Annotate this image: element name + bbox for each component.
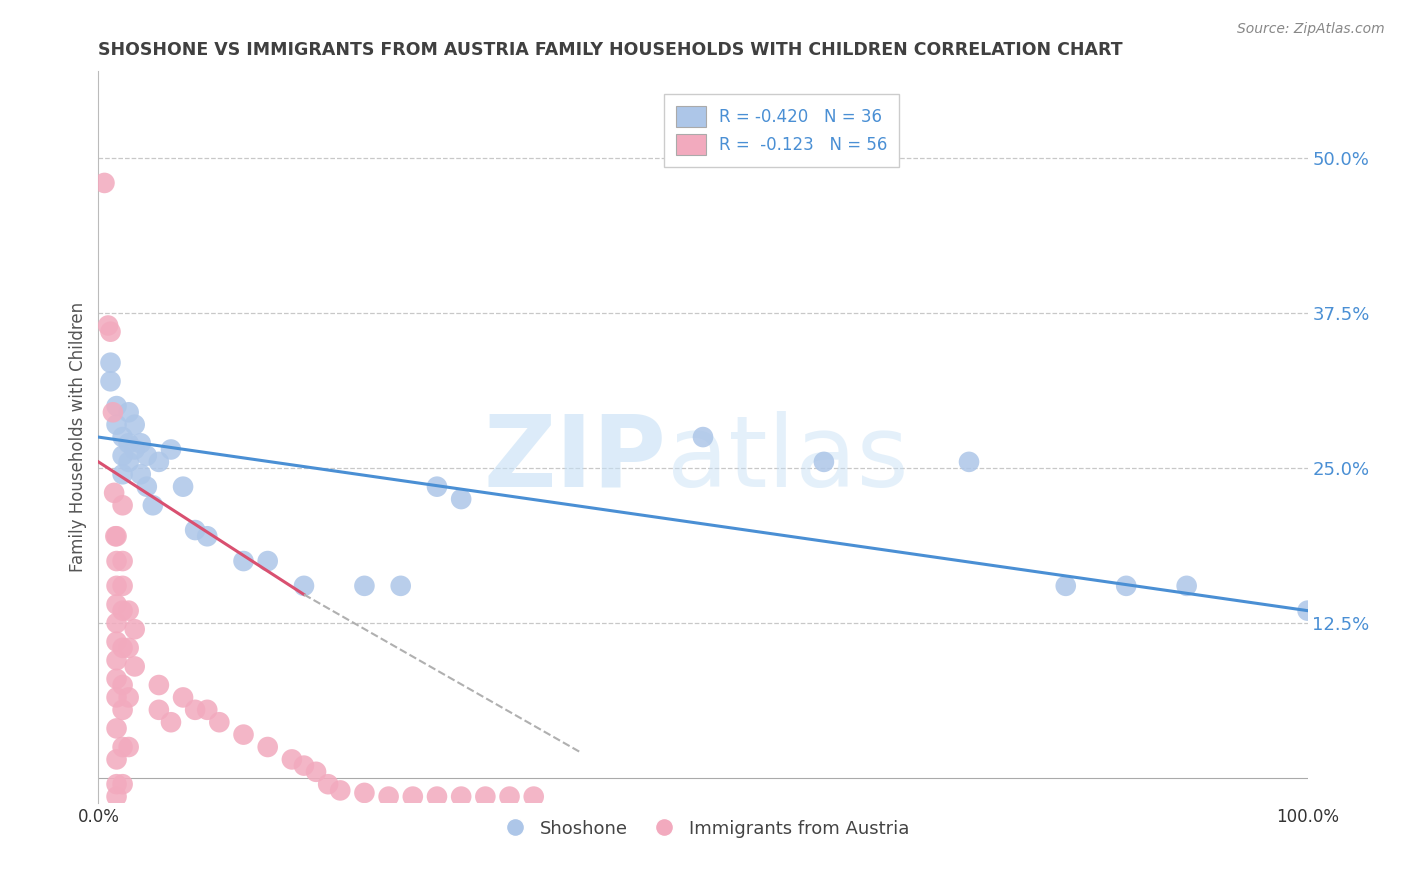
Point: [957, 455, 980, 469]
Point: [377, 789, 399, 804]
Point: [292, 758, 315, 772]
Point: [105, 554, 128, 568]
Point: [105, 752, 128, 766]
Point: [100, 374, 122, 388]
Point: [105, 634, 128, 648]
Point: [184, 523, 207, 537]
Point: [111, 430, 134, 444]
Point: [111, 640, 134, 655]
Point: [124, 417, 146, 432]
Point: [353, 786, 375, 800]
Point: [172, 690, 194, 705]
Point: [256, 739, 278, 754]
Point: [100, 356, 122, 370]
Point: [111, 739, 134, 754]
Point: [523, 789, 546, 804]
Point: [105, 722, 128, 736]
Point: [1054, 579, 1077, 593]
Point: [184, 703, 207, 717]
Point: [105, 615, 128, 630]
Point: [105, 579, 128, 593]
Point: [111, 498, 134, 512]
Point: [118, 640, 141, 655]
Point: [111, 467, 134, 482]
Point: [118, 604, 141, 618]
Point: [118, 405, 141, 419]
Point: [1115, 579, 1137, 593]
Point: [111, 678, 134, 692]
Point: [692, 430, 714, 444]
Point: [281, 752, 304, 766]
Point: [389, 579, 412, 593]
Point: [105, 598, 128, 612]
Point: [97, 318, 120, 333]
Point: [450, 491, 472, 506]
Point: [103, 486, 125, 500]
Point: [105, 653, 128, 667]
Point: [148, 678, 170, 692]
Point: [124, 622, 146, 636]
Point: [105, 399, 128, 413]
Point: [256, 554, 278, 568]
Legend: Shoshone, Immigrants from Austria: Shoshone, Immigrants from Austria: [489, 813, 917, 845]
Point: [111, 604, 134, 618]
Point: [148, 455, 170, 469]
Text: SHOSHONE VS IMMIGRANTS FROM AUSTRIA FAMILY HOUSEHOLDS WITH CHILDREN CORRELATION : SHOSHONE VS IMMIGRANTS FROM AUSTRIA FAMI…: [98, 41, 1123, 59]
Point: [111, 777, 134, 791]
Point: [316, 777, 339, 791]
Point: [135, 480, 157, 494]
Point: [329, 783, 352, 797]
Point: [813, 455, 835, 469]
Point: [450, 789, 472, 804]
Point: [129, 467, 152, 482]
Point: [105, 529, 128, 543]
Point: [426, 480, 449, 494]
Point: [474, 789, 496, 804]
Point: [232, 554, 254, 568]
Point: [142, 498, 165, 512]
Point: [1296, 604, 1319, 618]
Text: Source: ZipAtlas.com: Source: ZipAtlas.com: [1237, 22, 1385, 37]
Point: [195, 529, 218, 543]
Point: [124, 442, 146, 457]
Point: [93, 176, 115, 190]
Point: [208, 715, 231, 730]
Point: [105, 417, 128, 432]
Point: [105, 789, 128, 804]
Point: [118, 436, 141, 450]
Point: [105, 777, 128, 791]
Point: [100, 325, 122, 339]
Point: [402, 789, 425, 804]
Point: [124, 659, 146, 673]
Point: [232, 728, 254, 742]
Point: [105, 672, 128, 686]
Point: [118, 690, 141, 705]
Text: atlas: atlas: [666, 410, 908, 508]
Point: [118, 739, 141, 754]
Point: [292, 579, 315, 593]
Point: [148, 703, 170, 717]
Point: [160, 715, 183, 730]
Point: [101, 405, 124, 419]
Point: [1175, 579, 1198, 593]
Point: [129, 436, 152, 450]
Point: [305, 764, 328, 779]
Point: [104, 529, 127, 543]
Point: [353, 579, 375, 593]
Point: [172, 480, 194, 494]
Point: [111, 703, 134, 717]
Point: [426, 789, 449, 804]
Point: [160, 442, 183, 457]
Point: [111, 579, 134, 593]
Text: ZIP: ZIP: [484, 410, 666, 508]
Point: [135, 449, 157, 463]
Point: [111, 554, 134, 568]
Point: [195, 703, 218, 717]
Point: [105, 690, 128, 705]
Point: [498, 789, 520, 804]
Point: [111, 449, 134, 463]
Y-axis label: Family Households with Children: Family Households with Children: [69, 302, 87, 572]
Point: [118, 455, 141, 469]
